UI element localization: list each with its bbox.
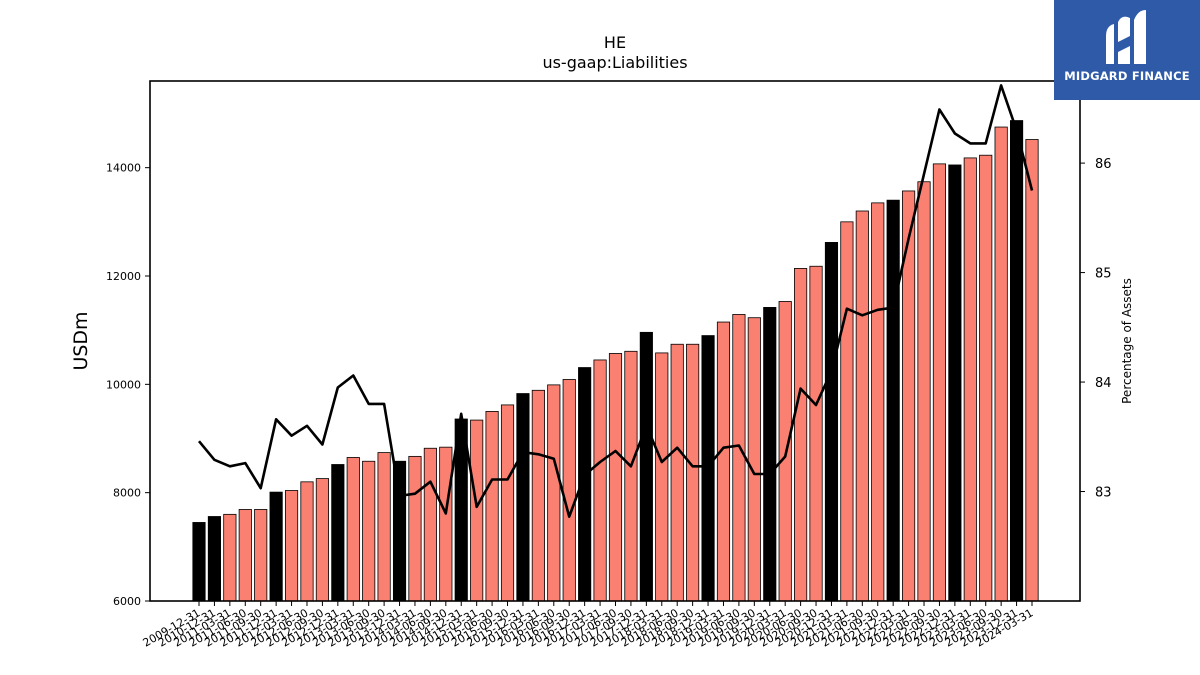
bar-2022-09-30 <box>932 163 947 602</box>
bar-2023-09-30 <box>994 126 1008 602</box>
bar-2012-03-31 <box>284 490 299 602</box>
bar-2011-09-30 <box>254 509 268 602</box>
bar-2011-06-30 <box>238 509 252 602</box>
axes-group: 60008000100001200014000838485862009-12-3… <box>106 80 1112 650</box>
chart-subtitle: us-gaap:Liabilities <box>542 53 687 72</box>
bar-2020-12-31 <box>824 242 839 602</box>
bar-2014-06-30 <box>423 447 437 602</box>
bar-2009-12-31 <box>192 522 206 602</box>
bar-2013-06-30 <box>362 460 376 602</box>
bar-2017-09-30 <box>624 350 638 602</box>
line-percentage-of-assets <box>197 84 1034 519</box>
bar-2018-06-30 <box>670 343 684 602</box>
bar-2016-06-30 <box>547 384 561 602</box>
bar-2023-06-30 <box>979 154 993 602</box>
bar-2014-09-30 <box>439 446 453 602</box>
bar-2015-03-31 <box>470 419 484 602</box>
line-group <box>197 84 1034 519</box>
logo-mark-icon <box>1106 10 1146 65</box>
brand-logo: MIDGARD FINANCE <box>1054 0 1200 100</box>
bar-2021-12-31 <box>886 199 900 602</box>
bar-2015-06-30 <box>485 411 499 602</box>
bar-2010-12-31 <box>207 516 221 602</box>
bar-2016-09-30 <box>562 379 576 602</box>
bar-2011-12-31 <box>269 491 283 602</box>
bar-2018-03-31 <box>655 352 669 602</box>
bar-2023-12-31 <box>1010 120 1024 602</box>
bar-2012-06-30 <box>300 481 314 602</box>
bar-2016-03-31 <box>531 389 545 602</box>
y-tick-label: 14000 <box>106 162 141 175</box>
bar-2021-03-31 <box>840 221 854 602</box>
y-tick-label: 12000 <box>106 270 141 283</box>
y2-axis-label: Percentage of Assets <box>1120 278 1134 404</box>
bar-2019-03-31 <box>716 321 731 602</box>
bar-2020-09-30 <box>809 265 823 602</box>
bar-2014-03-31 <box>408 455 422 602</box>
bar-2021-06-30 <box>855 210 869 602</box>
bar-2018-12-31 <box>701 335 715 602</box>
bar-2021-09-30 <box>871 202 885 602</box>
bar-2019-09-30 <box>747 317 761 602</box>
bar-2017-06-30 <box>608 353 623 602</box>
bars-group <box>192 120 1039 602</box>
bar-2018-09-30 <box>686 343 700 602</box>
bar-2017-12-31 <box>639 331 653 602</box>
bar-2013-12-31 <box>392 460 407 602</box>
chart-title: HE <box>604 33 626 52</box>
bar-2017-03-31 <box>593 359 607 602</box>
y2-tick-label: 83 <box>1095 486 1112 501</box>
bar-2015-12-31 <box>516 393 530 602</box>
y2-tick-label: 85 <box>1095 267 1112 282</box>
bar-2013-03-31 <box>346 457 360 602</box>
bar-2019-06-30 <box>732 314 746 602</box>
bar-2020-06-30 <box>794 268 808 602</box>
bar-2015-09-30 <box>500 404 515 602</box>
bar-2022-12-31 <box>948 164 962 602</box>
y-axis-label: USDm <box>70 311 92 370</box>
y-tick-label: 6000 <box>113 595 141 608</box>
bar-2022-06-30 <box>917 181 931 602</box>
bar-2012-12-31 <box>331 464 345 602</box>
bar-2023-03-31 <box>963 157 977 602</box>
bar-2024-03-31 <box>1025 139 1039 602</box>
bar-2011-03-31 <box>223 513 237 602</box>
bar-2019-12-31 <box>763 307 777 602</box>
logo-text: MIDGARD FINANCE <box>1064 69 1190 83</box>
y2-tick-label: 86 <box>1095 157 1112 172</box>
bar-2012-09-30 <box>315 478 329 602</box>
y-tick-label: 8000 <box>113 487 141 500</box>
y2-tick-label: 84 <box>1095 376 1112 391</box>
y-tick-label: 10000 <box>106 378 141 391</box>
bar-2013-09-30 <box>377 452 391 602</box>
